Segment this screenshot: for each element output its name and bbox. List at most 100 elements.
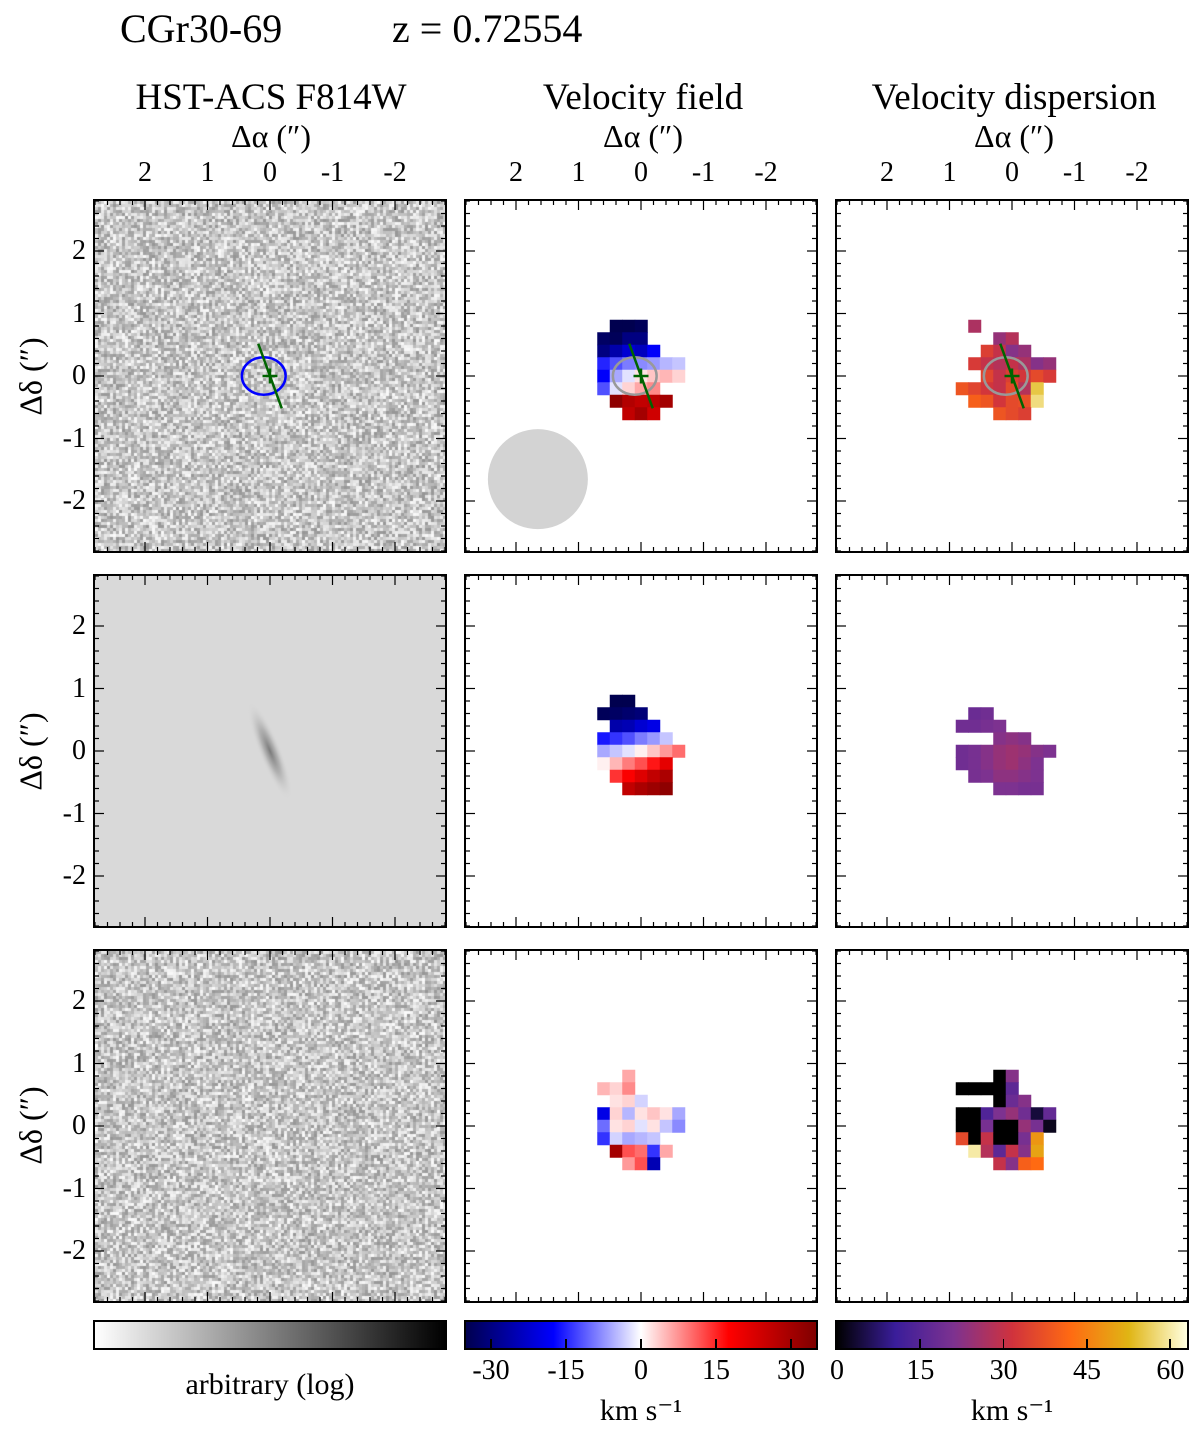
spaxel [634,1132,648,1146]
colorbar-tick-mark [1002,1339,1005,1348]
panel-hst-model [93,574,447,928]
spaxel [1018,369,1032,383]
spaxel [597,357,611,371]
spaxel [980,394,994,408]
spaxel [1030,1107,1044,1121]
spaxel [659,394,673,408]
spaxel [980,382,994,396]
dispersion-spaxels [955,1069,1057,1171]
spaxel [993,719,1007,733]
x-tick-label: 2 [880,157,894,188]
spaxel [634,394,648,408]
spaxel [955,382,969,396]
spaxel [993,782,1007,796]
spaxel [622,707,636,721]
spaxel [993,757,1007,771]
spaxel [993,1132,1007,1146]
velocity-map-model [466,576,816,926]
spaxel [622,1107,636,1121]
panel-dispersion-residual [835,949,1189,1303]
tick-marks [837,951,1187,1301]
spaxel [980,357,994,371]
x-tick-label: -1 [1062,157,1087,188]
spaxel [597,1132,611,1146]
spaxel [659,744,673,758]
spaxel [993,1094,1007,1108]
spaxel [980,1107,994,1121]
y-tick-label: -2 [62,485,86,516]
y-tick-label: 0 [72,735,86,766]
spaxel [1005,1132,1019,1146]
spaxel [659,1144,673,1158]
tick-marks [837,201,1187,551]
spaxel [622,1082,636,1096]
spaxel [1030,1157,1044,1171]
spaxel [1043,1107,1057,1121]
spaxel [672,744,686,758]
spaxel [993,1107,1007,1121]
spaxel [659,782,673,796]
colorbar-label-dispersion: km s⁻¹ [970,1394,1054,1427]
spaxel [1018,782,1032,796]
spaxel [1018,744,1032,758]
tick-marks [95,576,445,926]
spaxel [993,732,1007,746]
spaxel [1043,357,1057,371]
spaxel [609,1107,623,1121]
spaxel [634,757,648,771]
y-axis-label-row-residual: Δδ (″) [12,1086,49,1165]
spaxel [622,769,636,783]
colorbar-tick-label: 15 [702,1355,730,1386]
hst-residual-noise-image [95,951,445,1301]
spaxel [597,382,611,396]
spaxel [647,732,661,746]
spaxel [647,407,661,421]
spaxel [609,719,623,733]
spaxel [968,394,982,408]
spaxel [980,1132,994,1146]
spaxel [622,1144,636,1158]
spaxel [647,1119,661,1133]
spaxel [968,357,982,371]
spaxel [647,357,661,371]
redshift: z = 0.72554 [392,6,583,51]
dispersion-map-residual [837,951,1187,1301]
spaxel [955,1082,969,1096]
spaxel [993,1144,1007,1158]
spaxel [1043,744,1057,758]
spaxel [622,407,636,421]
spaxel [968,1119,982,1133]
model-galaxy [247,701,293,801]
y-tick-label: 2 [72,985,86,1016]
colorbar-tick-label: 0 [634,1355,648,1386]
spaxel [993,357,1007,371]
spaxel [672,369,686,383]
colorbar-tick-mark [490,1339,492,1348]
y-axis-label-row-model: Δδ (″) [12,712,49,791]
spaxel [647,369,661,383]
y-axis-label-row-observed: Δδ (″) [12,337,49,416]
spaxel [634,332,648,346]
y-tick-label: -1 [62,1172,86,1204]
spaxel [955,1107,969,1121]
spaxel [647,382,661,396]
velocity-map-observed [466,201,816,551]
spaxel [634,1144,648,1158]
colorbar-tick-mark [836,1339,838,1348]
spaxel [968,719,982,733]
spaxel [609,1132,623,1146]
spaxel [609,1094,623,1108]
x-tick-label: 1 [942,157,957,188]
spaxel [968,769,982,783]
spaxel [1018,1119,1032,1133]
spaxel [1018,1132,1032,1146]
colorbar-tick-label: 60 [1156,1355,1185,1386]
spaxel [634,344,648,358]
colorbar-tick-label: -30 [472,1355,510,1386]
spaxel [622,1119,636,1133]
velocity-spaxels [597,694,686,796]
y-tick-label: 1 [72,1047,86,1079]
hst-residual-overlay [95,951,445,1301]
spaxel [647,719,661,733]
spaxel [980,707,994,721]
